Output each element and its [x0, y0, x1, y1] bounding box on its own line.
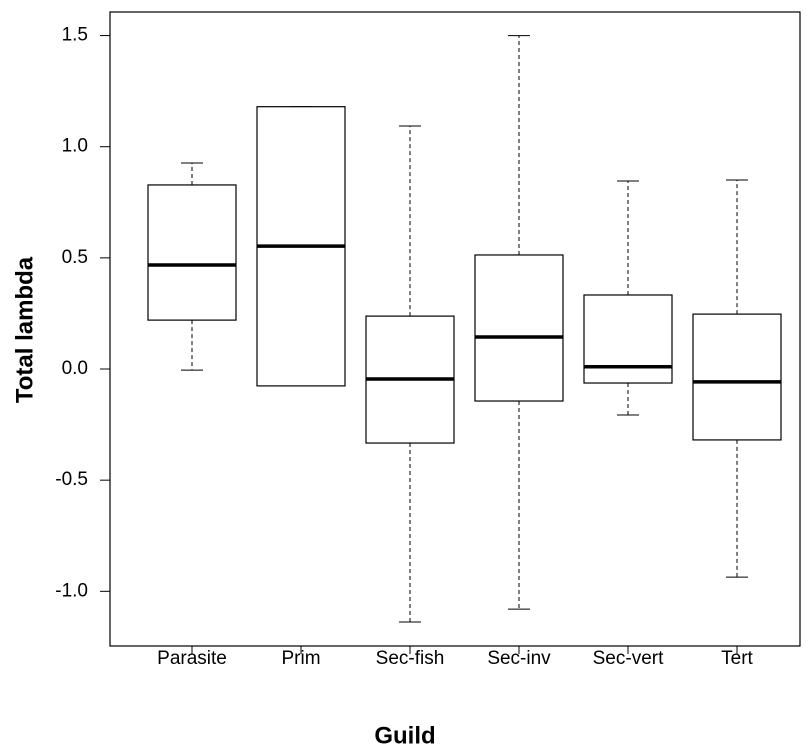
plot-frame: [109, 11, 801, 647]
y-axis-label: Total lambda: [11, 256, 38, 403]
box: [583, 294, 673, 384]
x-axis-label: Guild: [374, 722, 435, 749]
x-tick-label: Tert: [721, 648, 753, 669]
box: [692, 313, 782, 441]
box: [147, 184, 237, 321]
box: [474, 254, 564, 402]
x-tick-label: Sec-inv: [487, 648, 551, 669]
y-tick-label: -1.0: [55, 580, 88, 601]
x-tick-label: Parasite: [157, 648, 227, 669]
y-tick-label: 1.5: [62, 25, 88, 46]
y-tick-label: 0.5: [62, 247, 88, 268]
x-tick-label: Sec-fish: [376, 648, 445, 669]
y-tick-label: -0.5: [55, 469, 88, 490]
x-tick-label: Sec-vert: [593, 648, 664, 669]
y-tick-label: 1.0: [62, 136, 88, 157]
y-tick-label: 0.0: [62, 358, 88, 379]
x-tick-label: Prim: [281, 648, 320, 669]
